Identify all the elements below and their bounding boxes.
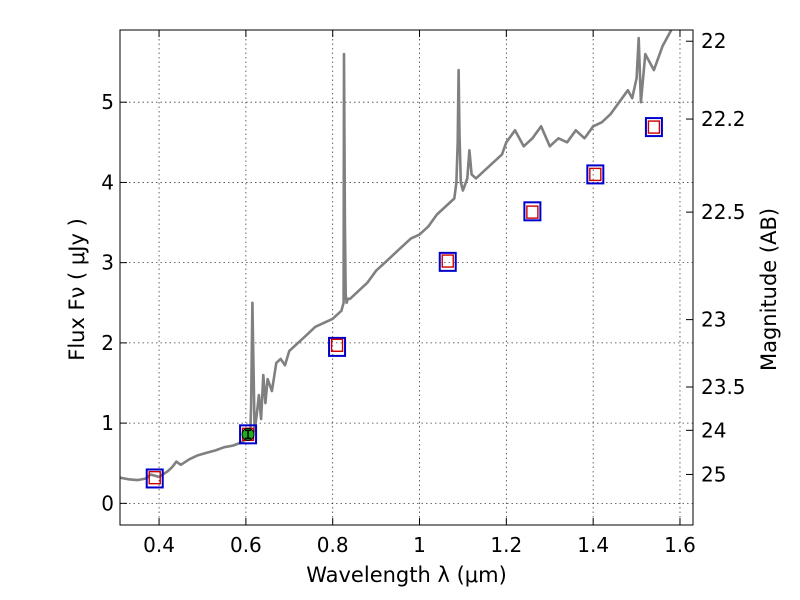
- y2-tick-label: 23: [701, 308, 726, 332]
- x-tick-label: 1.4: [577, 533, 609, 557]
- photometry-points: [145, 117, 663, 489]
- observed-box: [328, 336, 347, 357]
- y2-tick-label: 22.2: [701, 107, 746, 131]
- model-box: [441, 254, 454, 268]
- model-box: [330, 338, 344, 352]
- observed-box: [438, 251, 457, 272]
- observed-box: [586, 164, 605, 185]
- y-tick-label: 5: [101, 90, 114, 114]
- model-box: [148, 470, 161, 485]
- x-tick-label: 0.4: [143, 533, 175, 557]
- x-axis-label: Wavelength λ (μm): [306, 563, 507, 587]
- x-tick-label: 0.8: [317, 533, 349, 557]
- observed-box: [239, 424, 258, 445]
- observed-box: [145, 468, 164, 489]
- y-tick-label: 1: [101, 411, 114, 435]
- model-box: [647, 120, 661, 134]
- y-tick-label: 0: [101, 491, 114, 515]
- plot-frame: [119, 29, 694, 526]
- observed-box: [523, 201, 542, 222]
- observed-box: [644, 117, 663, 138]
- x-tick-label: 0.6: [230, 533, 262, 557]
- y2-tick-label: 22.5: [701, 200, 746, 224]
- x-tick-label: 1.6: [664, 533, 696, 557]
- y-tick-label: 2: [101, 331, 114, 355]
- axis-ticks: 0.4 0.6 0.8 1 1.2 1.4 1.60123452222.222.52323.…: [101, 29, 745, 557]
- y-tick-label: 3: [101, 251, 114, 275]
- x-tick-label: 1: [413, 533, 426, 557]
- y2-tick-label: 23.5: [701, 375, 746, 399]
- spectrum-line: [120, 30, 673, 482]
- y2-tick-label: 25: [701, 462, 726, 486]
- y-axis-label: Flux Fν ( μJy ): [65, 218, 89, 361]
- grid: [120, 30, 693, 525]
- model-box: [589, 167, 602, 182]
- y2-axis-label: Magnitude (AB): [757, 208, 781, 371]
- model-box: [526, 205, 539, 219]
- x-tick-label: 1.2: [490, 533, 522, 557]
- series-layer: [120, 30, 673, 482]
- y2-tick-label: 22: [701, 29, 726, 53]
- y-tick-label: 4: [101, 170, 114, 194]
- y2-tick-label: 24: [701, 418, 726, 442]
